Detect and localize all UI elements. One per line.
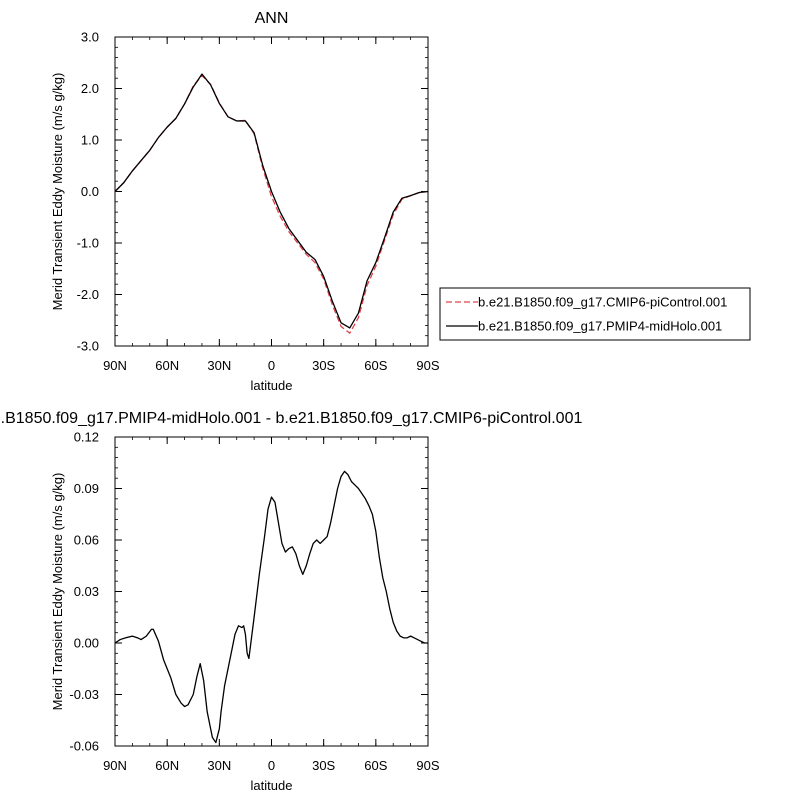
chart-1-legend-label: b.e21.B1850.f09_g17.CMIP6-piControl.001 <box>478 295 727 310</box>
chart-1-y-tick-label: 1.0 <box>81 133 99 148</box>
chart-1-x-tick-label: 30N <box>207 358 231 373</box>
chart-1-series-line-2 <box>114 73 429 329</box>
chart-1-y-tick-label: 0.0 <box>81 184 99 199</box>
chart-2-y-tick-label: 0.00 <box>74 636 99 651</box>
chart-1-y-tick-label: 3.0 <box>81 30 99 45</box>
chart-1-series-line-1 <box>114 74 429 334</box>
chart-1-x-tick-label: 90N <box>103 358 127 373</box>
chart-2-y-tick-label: 0.06 <box>74 533 99 548</box>
chart-2-x-tick-label: 60N <box>155 758 179 773</box>
chart-2-x-tick-label: 90N <box>103 758 127 773</box>
chart-2-y-tick-label: -0.06 <box>69 739 99 754</box>
chart-2-x-tick-label: 90S <box>416 758 439 773</box>
chart-1-x-tick-label: 60S <box>364 358 387 373</box>
chart-1-title: ANN <box>255 10 289 27</box>
chart-2-title: b.e21.B1850.f09_g17.PMIP4-midHolo.001 - … <box>0 410 582 427</box>
chart-2-y-tick-label: 0.09 <box>74 481 99 496</box>
chart-2-y-axis-label: Merid Transient Eddy Moisture (m/s g/kg) <box>50 473 65 711</box>
chart-2-y-tick-label: 0.03 <box>74 584 99 599</box>
chart-2-x-tick-label: 60S <box>364 758 387 773</box>
chart-1-y-tick-label: -3.0 <box>77 339 99 354</box>
chart-1-x-tick-label: 60N <box>155 358 179 373</box>
chart-2-x-tick-label: 0 <box>268 758 275 773</box>
chart-2-x-tick-label: 30N <box>207 758 231 773</box>
chart-2-series-line-1 <box>114 470 428 744</box>
chart-1-x-tick-label: 0 <box>268 358 275 373</box>
chart-1-legend-label: b.e21.B1850.f09_g17.PMIP4-midHolo.001 <box>478 319 722 334</box>
chart-1-y-tick-label: -2.0 <box>77 287 99 302</box>
chart-2-plot-frame <box>114 436 429 747</box>
chart-1-x-tick-label: 30S <box>312 358 335 373</box>
chart-2-x-tick-label: 30S <box>312 758 335 773</box>
chart-1-x-tick-label: 90S <box>416 358 439 373</box>
chart-2-x-axis-label: latitude <box>251 778 293 793</box>
chart-1-y-tick-label: -1.0 <box>77 236 99 251</box>
chart-1-y-axis-label: Merid Transient Eddy Moisture (m/s g/kg) <box>50 73 65 311</box>
chart-1-x-axis-label: latitude <box>251 378 293 393</box>
chart-2-y-tick-label: 0.12 <box>74 430 99 445</box>
chart-1-legend <box>439 287 751 341</box>
chart-1-y-tick-label: 2.0 <box>81 81 99 96</box>
chart-2-minor-ticks <box>114 436 429 747</box>
chart-2-y-tick-label: -0.03 <box>69 687 99 702</box>
